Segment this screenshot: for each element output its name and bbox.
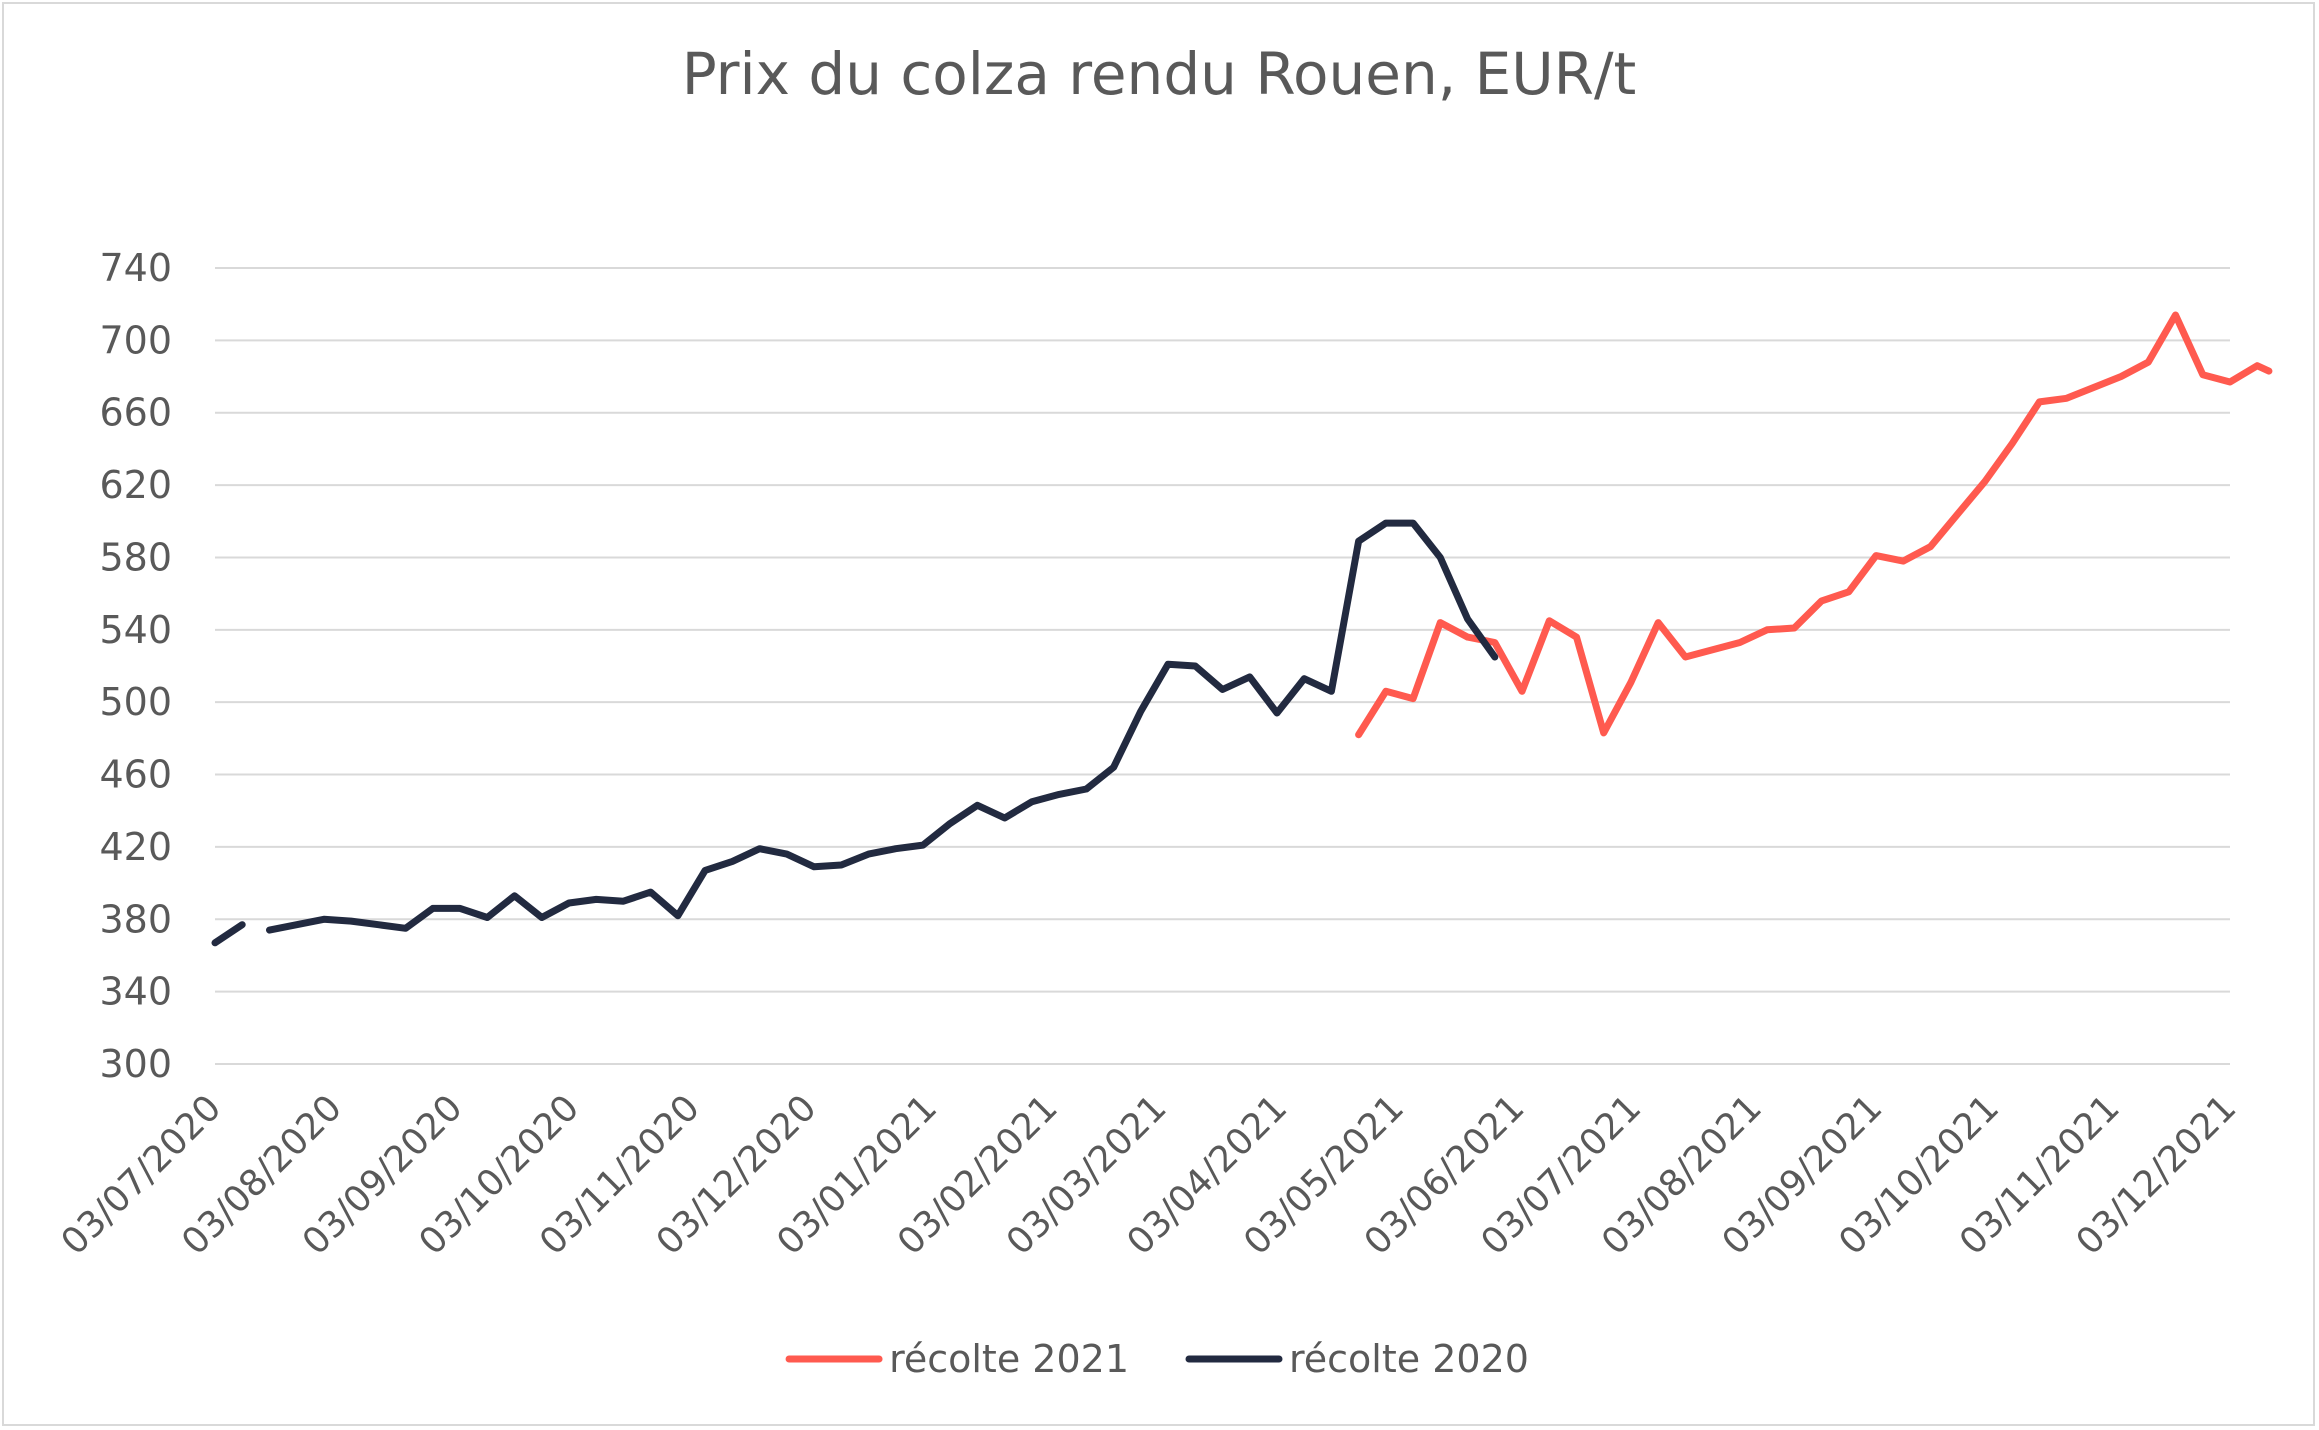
y-tick-label: 420 [99,825,172,869]
legend-item: récolte 2021 [785,1337,1129,1381]
y-tick-label: 620 [99,463,172,507]
series-lines [211,311,2273,947]
legend-label: récolte 2021 [889,1337,1129,1381]
y-tick-label: 540 [99,608,172,652]
y-tick-label: 380 [99,897,172,941]
y-tick-label: 740 [99,246,172,290]
y-tick-label: 300 [99,1042,172,1086]
gridlines [215,267,2230,1065]
y-tick-label: 500 [99,680,172,724]
series-line-recolte-2021 [1355,311,2273,739]
x-axis-tick-labels: 03/07/202003/08/202003/09/202003/10/2020… [54,1087,2245,1263]
series-line-recolte-2020 [211,519,1499,947]
chart-title: Prix du colza rendu Rouen, EUR/t [682,40,1637,108]
y-tick-label: 580 [99,535,172,579]
legend: récolte 2021 récolte 2020 [785,1337,1529,1381]
y-tick-label: 340 [99,970,172,1014]
legend-item: récolte 2020 [1185,1337,1529,1381]
y-tick-label: 460 [99,753,172,797]
legend-label: récolte 2020 [1289,1337,1529,1381]
y-tick-label: 700 [99,318,172,362]
y-tick-label: 660 [99,391,172,435]
y-axis-tick-labels: 300 340 380 420 460 500 540 580 620 660 700 740 [99,246,172,1086]
